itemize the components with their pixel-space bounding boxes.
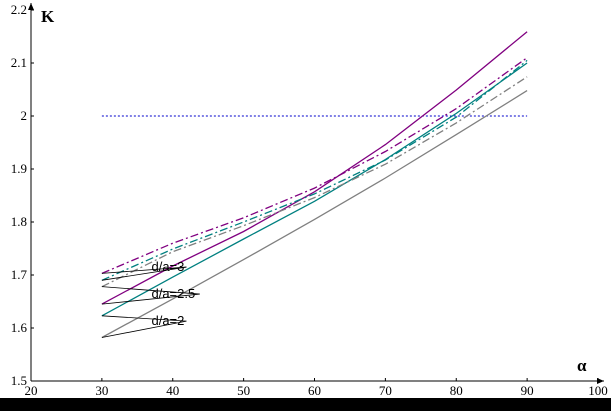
x-axis-arrow (597, 378, 604, 384)
x-tick-label: 50 (237, 383, 250, 398)
annotation-leader (101, 266, 187, 274)
plot-area (0, 0, 611, 398)
y-tick-label: 2.1 (11, 55, 27, 70)
y-tick-label: 2 (21, 108, 28, 123)
series-line-d-a-2-solid (101, 90, 528, 339)
annotation-label: d/a=2 (151, 313, 184, 328)
x-tick-label: 80 (450, 383, 463, 398)
series-line-d-a-2-5-dashdot (101, 59, 528, 281)
annotation-leader (101, 266, 187, 281)
y-tick-label: 2.2 (11, 2, 27, 17)
x-tick-label: 70 (379, 383, 392, 398)
y-tick-label: 1.6 (11, 320, 28, 335)
x-tick-label: 40 (166, 383, 179, 398)
annotation-label: d/a=3 (151, 259, 184, 274)
annotation-leader (101, 315, 187, 322)
y-tick-label: 1.7 (11, 267, 28, 282)
x-tick-label: 20 (25, 383, 38, 398)
y-axis-label: K (41, 7, 55, 26)
y-tick-label: 1.9 (11, 161, 27, 176)
x-tick-label: 60 (308, 383, 321, 398)
x-tick-label: 90 (521, 383, 534, 398)
x-tick-label: 30 (95, 383, 108, 398)
annotation-label: d/a=2.5 (151, 286, 195, 301)
y-axis-arrow (28, 3, 34, 10)
series-line-d-a-2-5-solid (101, 62, 528, 317)
x-tick-label: 100 (588, 383, 608, 398)
series-line-d-a-2-dashdot (101, 76, 528, 288)
annotation-leader (101, 293, 200, 305)
x-axis-label: α (577, 356, 587, 375)
series-line-d-a-3-solid (101, 31, 528, 305)
annotation-leader (101, 320, 187, 338)
y-tick-label: 1.5 (11, 373, 27, 388)
series-line-d-a-3-dashdot (101, 57, 528, 274)
y-tick-label: 1.8 (11, 214, 27, 229)
annotation-leader (101, 286, 200, 295)
